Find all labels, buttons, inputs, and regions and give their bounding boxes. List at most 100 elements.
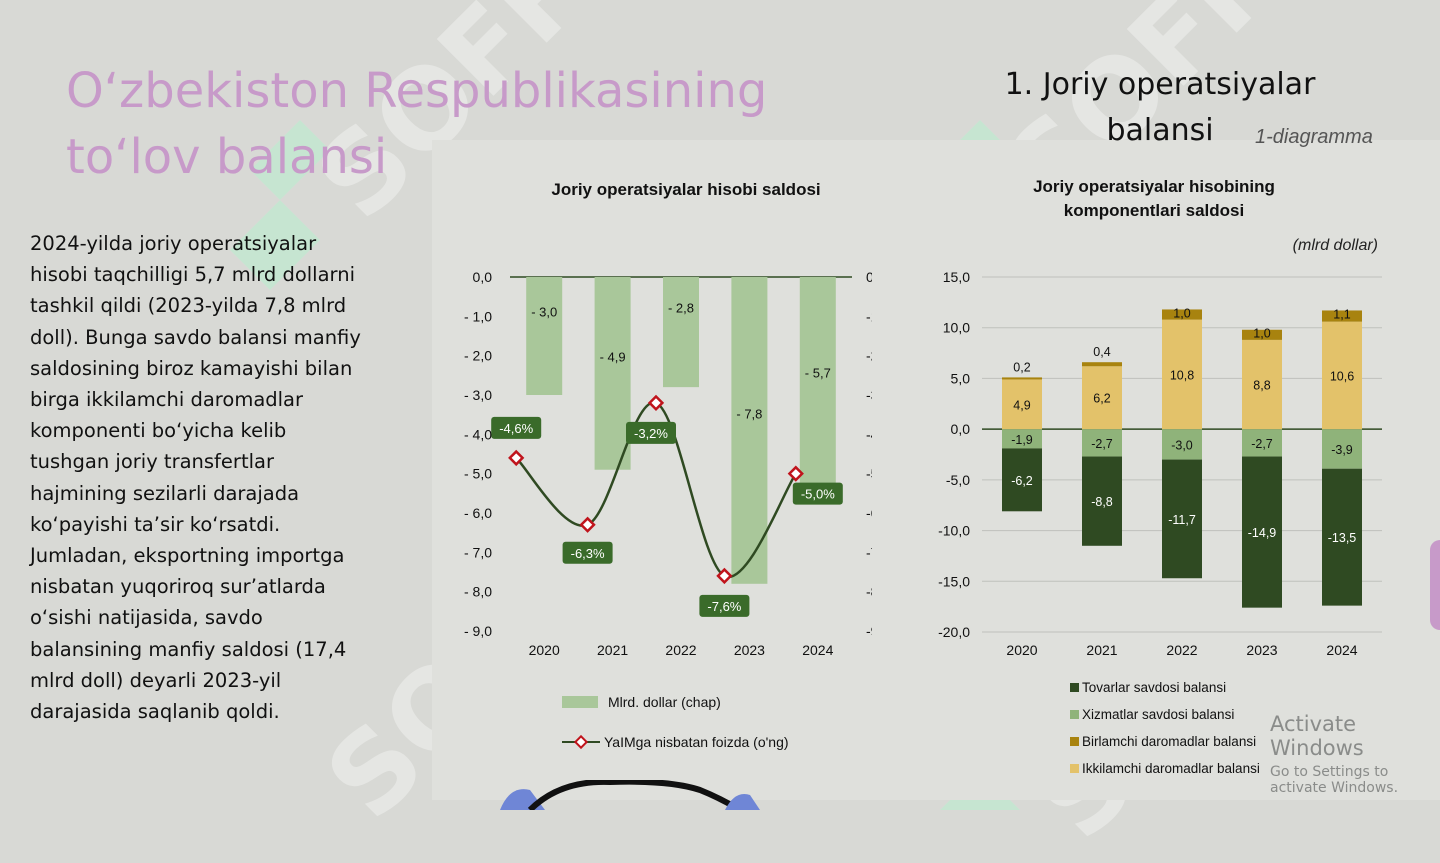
x-tick: 2021 bbox=[597, 642, 628, 658]
x-tick: 2020 bbox=[529, 642, 560, 658]
stack-segment bbox=[1082, 362, 1122, 367]
segment-label: 0,2 bbox=[1013, 360, 1030, 374]
right-y-tick: -1,0% bbox=[866, 308, 872, 324]
stack-segment bbox=[1322, 321, 1362, 430]
right-y-tick: -7,0% bbox=[866, 544, 872, 560]
left-y-tick: - 1,0 bbox=[464, 308, 492, 324]
x-tick: 2022 bbox=[665, 642, 696, 658]
legend-label: Ikkilamchi daromadlar balansi bbox=[1082, 761, 1260, 776]
chart2-title-line2: komponentlari saldosi bbox=[1064, 201, 1244, 220]
line-label-box bbox=[626, 421, 676, 444]
components-chart: Joriy operatsiyalar hisobining komponent… bbox=[938, 177, 1382, 776]
segment-label: -13,5 bbox=[1328, 531, 1357, 545]
y-tick: 0,0 bbox=[951, 421, 971, 437]
bar-2024 bbox=[799, 277, 836, 502]
stack-segment bbox=[1242, 456, 1282, 608]
line-label: -4,6% bbox=[499, 421, 533, 436]
right-y-tick: -2,0% bbox=[866, 348, 872, 364]
segment-label: -1,9 bbox=[1011, 433, 1033, 447]
y-tick: 15,0 bbox=[943, 269, 970, 285]
right-y-tick: -9,0% bbox=[866, 623, 872, 639]
bar-label: - 2,8 bbox=[668, 300, 694, 315]
legend-swatch-marker bbox=[573, 734, 589, 750]
segment-label: 6,2 bbox=[1093, 392, 1110, 406]
x-tick: 2024 bbox=[802, 642, 833, 658]
y-tick: -5,0 bbox=[946, 472, 970, 488]
segment-label: -6,2 bbox=[1011, 474, 1033, 488]
activate-line2: Go to Settings to activate Windows. bbox=[1270, 764, 1399, 796]
y-tick: -20,0 bbox=[938, 624, 970, 640]
segment-label: 10,6 bbox=[1330, 369, 1354, 383]
bar-label: - 7,8 bbox=[736, 407, 762, 422]
stack-segment bbox=[1322, 310, 1362, 322]
legend-swatch bbox=[1070, 710, 1079, 719]
segment-label: 1,0 bbox=[1253, 327, 1270, 341]
y-tick: 5,0 bbox=[951, 370, 971, 386]
bar-label: - 3,0 bbox=[531, 304, 557, 319]
left-y-tick: 0,0 bbox=[473, 269, 493, 285]
y-tick: -10,0 bbox=[938, 523, 970, 539]
line-label-box bbox=[562, 541, 613, 564]
bar-2023 bbox=[731, 277, 768, 584]
left-y-tick: - 4,0 bbox=[464, 426, 492, 442]
y-tick: -15,0 bbox=[938, 573, 970, 589]
stack-segment bbox=[1242, 329, 1282, 340]
segment-label: 1,1 bbox=[1333, 307, 1350, 321]
stack-segment bbox=[1002, 377, 1042, 380]
line-label: -5,0% bbox=[801, 487, 835, 502]
x-tick: 2023 bbox=[734, 642, 765, 658]
bar-2022 bbox=[663, 277, 699, 388]
right-y-tick: -6,0% bbox=[866, 505, 872, 521]
legend-label-bars: Mlrd. dollar (chap) bbox=[608, 694, 721, 710]
stack-segment bbox=[1002, 379, 1042, 430]
right-y-tick: -8,0% bbox=[866, 584, 872, 600]
stack-segment bbox=[1162, 459, 1202, 579]
chart1-title: Joriy operatsiyalar hisobi saldosi bbox=[551, 180, 820, 199]
x-tick: 2020 bbox=[1006, 642, 1037, 658]
x-tick: 2024 bbox=[1326, 642, 1357, 658]
segment-label: 0,4 bbox=[1093, 345, 1110, 359]
y-tick: 10,0 bbox=[943, 320, 970, 336]
chart2-unit: (mlrd dollar) bbox=[1293, 237, 1378, 254]
legend-swatch bbox=[1070, 737, 1079, 746]
legend-swatch-bars bbox=[562, 696, 598, 708]
line-marker bbox=[716, 567, 733, 585]
line-marker bbox=[508, 449, 525, 467]
activate-line1: Activate Windows bbox=[1270, 712, 1364, 760]
stack-segment bbox=[1082, 366, 1122, 430]
bar-label: - 5,7 bbox=[805, 365, 831, 380]
current-account-chart: Joriy operatsiyalar hisobi saldosi - 3,0… bbox=[464, 180, 872, 750]
segment-label: -2,7 bbox=[1251, 437, 1273, 451]
stack-segment bbox=[1242, 429, 1282, 457]
stack-segment bbox=[1162, 319, 1202, 430]
segment-label: -11,7 bbox=[1168, 513, 1196, 527]
segment-label: 10,8 bbox=[1170, 368, 1194, 382]
legend-label: Xizmatlar savdosi balansi bbox=[1082, 707, 1234, 722]
line-marker bbox=[787, 465, 804, 482]
stack-segment bbox=[1082, 456, 1122, 546]
diagram-label: 1-diagramma bbox=[1255, 126, 1373, 148]
segment-label: 8,8 bbox=[1253, 379, 1270, 393]
segment-label: 4,9 bbox=[1013, 398, 1030, 412]
stack-segment bbox=[1242, 339, 1282, 430]
legend-swatch bbox=[1070, 764, 1079, 773]
line-marker bbox=[579, 516, 596, 533]
bar-2021 bbox=[594, 277, 631, 470]
slide-title: O‘zbekiston Respublikasining to‘lov bala… bbox=[66, 63, 768, 185]
segment-label: 1,0 bbox=[1173, 306, 1190, 320]
stack-segment bbox=[1322, 429, 1362, 469]
segment-label: -8,8 bbox=[1091, 495, 1113, 509]
segment-label: -14,9 bbox=[1248, 526, 1277, 540]
right-y-tick: -4,0% bbox=[866, 426, 872, 442]
stack-segment bbox=[1002, 448, 1042, 512]
left-y-tick: - 5,0 bbox=[464, 466, 492, 482]
x-tick: 2022 bbox=[1166, 642, 1197, 658]
stack-segment bbox=[1322, 468, 1362, 606]
left-y-tick: - 6,0 bbox=[464, 505, 492, 521]
bottom-decoration bbox=[500, 780, 760, 810]
section-heading: 1. Joriy operatsiyalar balansi bbox=[1004, 67, 1316, 148]
line-label-box bbox=[699, 594, 750, 617]
bar-label: - 4,9 bbox=[600, 350, 626, 365]
line-label-box bbox=[792, 482, 843, 505]
stack-segment bbox=[1082, 429, 1122, 457]
